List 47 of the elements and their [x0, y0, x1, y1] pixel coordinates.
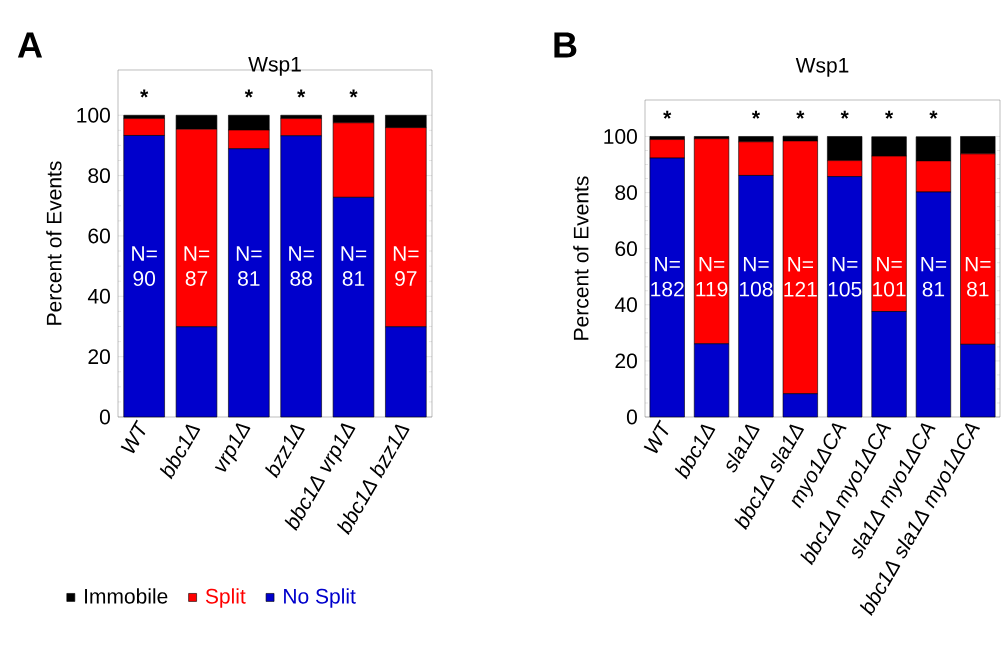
annotation: *	[663, 110, 672, 119]
x-tick-label: WT	[120, 419, 146, 454]
annotation: *	[297, 89, 306, 98]
y-tick-label: 40	[614, 297, 637, 313]
y-tick-label: 80	[615, 185, 637, 201]
y-tick-label: 100	[604, 129, 637, 144]
y-axis-title: Percent of Events	[573, 176, 589, 340]
annotation: N= 81	[921, 256, 947, 297]
y-tick-label: 100	[77, 107, 110, 123]
legend-label: Immobile	[85, 588, 168, 604]
y-tick-label: 0	[626, 409, 637, 425]
y-tick-label: 20	[615, 353, 637, 369]
chart-title: Wsp1	[248, 57, 301, 76]
annotation: N= 105	[828, 256, 862, 297]
annotation: N= 182	[651, 256, 684, 297]
x-tick-label: WT	[643, 419, 669, 454]
annotation: *	[929, 110, 938, 119]
annotation: N= 81	[236, 246, 262, 286]
annotation: N= 121	[784, 257, 817, 297]
text: A	[17, 32, 43, 58]
y-tick-label: 80	[88, 168, 110, 184]
y-tick-label: 60	[615, 241, 637, 257]
annotation: N= 101	[873, 256, 906, 297]
annotation: N= 97	[393, 246, 419, 286]
annotation: N= 88	[289, 246, 314, 286]
annotation: *	[796, 110, 805, 119]
y-tick-label: 0	[99, 409, 110, 425]
annotation: *	[244, 89, 253, 98]
annotation: *	[349, 89, 358, 98]
y-tick-label: 40	[87, 288, 110, 304]
annotation: *	[840, 110, 849, 119]
y-axis-title: Percent of Events	[46, 161, 62, 325]
y-tick-label: 60	[88, 228, 110, 244]
annotation: N= 90	[132, 246, 157, 286]
annotation: *	[140, 89, 149, 98]
annotation: N= 81	[965, 256, 991, 297]
text: B	[554, 32, 577, 58]
annotation: *	[751, 110, 761, 119]
chart-title: Wsp1	[795, 58, 849, 77]
annotation: N= 81	[341, 246, 367, 286]
legend-label: Split	[205, 588, 246, 608]
annotation: *	[885, 110, 894, 119]
legend-label: No Split	[284, 588, 356, 608]
y-tick-label: 20	[88, 349, 110, 365]
annotation: N= 119	[696, 256, 728, 297]
annotation: N= 108	[740, 256, 773, 297]
annotation: N= 87	[184, 246, 210, 286]
